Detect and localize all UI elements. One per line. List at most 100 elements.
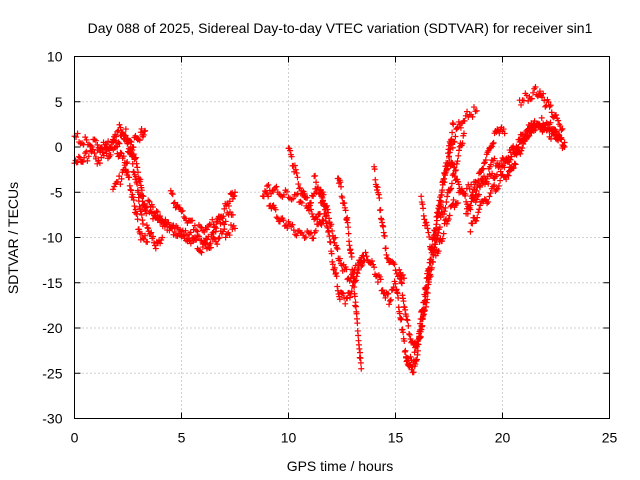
data-point bbox=[230, 193, 237, 200]
data-point bbox=[376, 195, 383, 202]
data-point bbox=[313, 179, 320, 186]
data-point bbox=[333, 244, 340, 251]
data-point bbox=[293, 169, 300, 176]
data-point bbox=[290, 195, 297, 202]
data-point bbox=[421, 216, 428, 223]
data-point bbox=[124, 168, 131, 175]
series-track-d bbox=[92, 143, 151, 246]
series-track-p bbox=[403, 104, 480, 370]
y-tick-label: -25 bbox=[42, 365, 62, 381]
series-track-u bbox=[516, 83, 566, 134]
data-point bbox=[197, 223, 204, 230]
data-point bbox=[529, 122, 536, 129]
data-point bbox=[501, 130, 508, 137]
data-point bbox=[494, 160, 501, 167]
data-point bbox=[102, 141, 109, 148]
data-point bbox=[103, 150, 110, 157]
data-point bbox=[555, 117, 562, 124]
chart-title: Day 088 of 2025, Sidereal Day-to-day VTE… bbox=[88, 20, 593, 36]
data-point bbox=[210, 221, 217, 228]
series-track-v bbox=[505, 114, 564, 175]
data-point bbox=[404, 354, 411, 361]
data-point bbox=[532, 83, 539, 90]
data-point bbox=[292, 231, 299, 238]
data-point bbox=[438, 189, 445, 196]
data-point bbox=[415, 336, 422, 343]
data-point bbox=[213, 225, 220, 232]
data-point bbox=[149, 203, 156, 210]
data-point bbox=[273, 214, 280, 221]
data-point bbox=[455, 178, 462, 185]
y-tick-label: -15 bbox=[42, 275, 62, 291]
data-point bbox=[132, 173, 139, 180]
data-point bbox=[126, 174, 133, 181]
data-point bbox=[475, 182, 482, 189]
series-track-s bbox=[463, 124, 508, 217]
data-point bbox=[451, 138, 458, 145]
data-point bbox=[386, 301, 393, 308]
series-track-i bbox=[264, 181, 320, 209]
data-point bbox=[470, 104, 477, 111]
data-point bbox=[150, 233, 157, 240]
data-point bbox=[221, 205, 228, 212]
data-point bbox=[283, 188, 290, 195]
data-point bbox=[424, 225, 431, 232]
data-point bbox=[371, 166, 378, 173]
data-point bbox=[140, 201, 147, 208]
data-point bbox=[288, 153, 295, 160]
data-point bbox=[339, 289, 345, 296]
y-tick-label: 0 bbox=[55, 139, 63, 155]
data-point bbox=[404, 317, 411, 324]
data-point bbox=[339, 194, 346, 201]
data-point bbox=[454, 124, 461, 131]
data-point bbox=[443, 198, 450, 205]
data-point bbox=[402, 347, 409, 354]
data-point bbox=[133, 211, 140, 218]
data-point bbox=[268, 190, 275, 197]
x-tick-label: 0 bbox=[71, 430, 79, 446]
data-point bbox=[504, 158, 511, 165]
axis-ticks: 0 5 10 15 20 25 10 5 0 -5 -10 -15 -20 -25 -30 bbox=[42, 49, 617, 446]
data-point bbox=[283, 222, 290, 229]
data-point bbox=[371, 264, 378, 271]
data-point bbox=[403, 313, 410, 320]
data-point bbox=[340, 290, 347, 297]
y-axis-label: SDTVAR / TECUs bbox=[5, 182, 21, 294]
data-point bbox=[301, 234, 308, 241]
data-point bbox=[496, 130, 503, 137]
data-point bbox=[435, 248, 442, 255]
data-point bbox=[157, 240, 164, 247]
data-point bbox=[449, 129, 456, 136]
data-point bbox=[484, 200, 491, 207]
data-point bbox=[94, 160, 101, 167]
data-point bbox=[493, 186, 500, 193]
data-point bbox=[484, 173, 491, 180]
data-point bbox=[452, 133, 459, 140]
data-point bbox=[95, 157, 102, 164]
data-point bbox=[370, 261, 377, 268]
data-point bbox=[447, 186, 454, 193]
data-point bbox=[346, 294, 353, 301]
data-point bbox=[547, 119, 554, 126]
data-point bbox=[191, 222, 198, 229]
x-tick-label: 25 bbox=[602, 430, 618, 446]
data-point bbox=[310, 235, 317, 242]
data-point bbox=[265, 181, 272, 188]
data-point bbox=[449, 144, 456, 151]
data-point bbox=[558, 127, 565, 134]
data-point bbox=[155, 216, 162, 223]
data-point bbox=[436, 224, 443, 231]
data-point bbox=[357, 349, 364, 356]
data-point bbox=[207, 244, 214, 251]
data-point bbox=[482, 178, 489, 185]
data-point bbox=[302, 193, 309, 200]
data-point bbox=[314, 184, 321, 191]
data-point bbox=[453, 160, 460, 167]
data-point bbox=[117, 124, 124, 131]
data-point bbox=[360, 252, 367, 259]
data-point bbox=[204, 236, 211, 243]
data-point bbox=[231, 192, 238, 199]
data-point bbox=[291, 162, 298, 169]
data-point bbox=[491, 182, 498, 189]
data-point bbox=[425, 229, 432, 236]
